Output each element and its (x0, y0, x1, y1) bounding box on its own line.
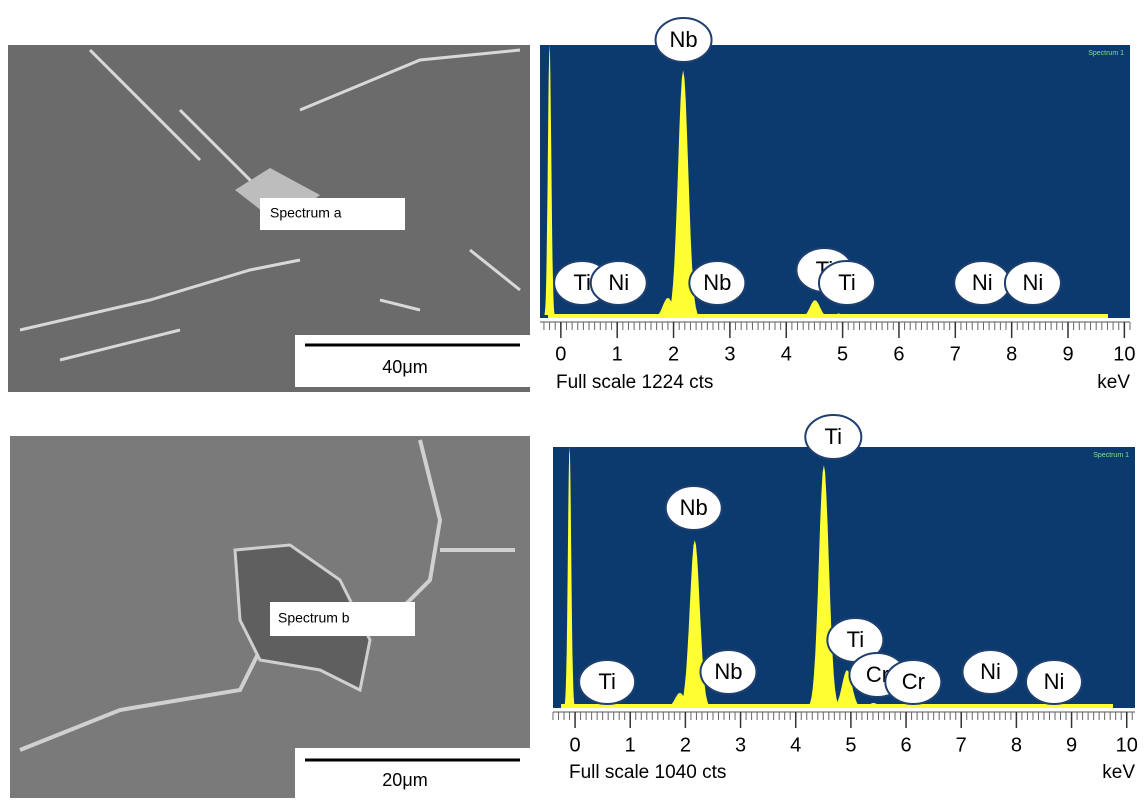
element-label: Nb (714, 659, 742, 684)
element-label: Nb (703, 270, 731, 295)
x-tick-label: 10 (1113, 343, 1135, 365)
x-tick-label: 3 (724, 343, 735, 365)
x-tick-label: 5 (837, 343, 848, 365)
spectrum-label: Spectrum a (270, 205, 342, 221)
x-tick-label: 1 (612, 343, 623, 365)
x-tick-label: 6 (893, 343, 904, 365)
x-tick-label: 6 (900, 734, 911, 756)
x-tick-label: 2 (680, 734, 691, 756)
x-tick-label: 2 (668, 343, 679, 365)
scale-bar-label: 20μm (382, 770, 427, 790)
element-label: Nb (669, 27, 697, 52)
x-axis-label: keV (1097, 372, 1130, 393)
legend: Spectrum 1 (1088, 50, 1124, 57)
x-axis-label: keV (1102, 762, 1135, 783)
x-tick-label: 4 (790, 734, 801, 756)
x-tick-label: 8 (1006, 343, 1017, 365)
element-label: Ti (825, 424, 843, 449)
x-tick-label: 5 (845, 734, 856, 756)
figure: Spectrum a 40μm Spectrum b 20μm Spectrum… (0, 0, 1146, 798)
element-label: Ti (573, 270, 591, 295)
x-tick-label: 8 (1011, 734, 1022, 756)
x-tick-label: 7 (950, 343, 961, 365)
x-tick-label: 10 (1116, 734, 1138, 756)
x-tick-label: 1 (625, 734, 636, 756)
x-tick-label: 3 (735, 734, 746, 756)
element-label: Ni (1044, 669, 1065, 694)
legend: Spectrum 1 (1093, 452, 1129, 459)
element-label: Ni (980, 659, 1001, 684)
scale-bar-label: 40μm (382, 357, 427, 377)
element-label: Cr (902, 669, 925, 694)
full-scale-label: Full scale 1224 cts (556, 372, 713, 393)
spectrum-label: Spectrum b (278, 610, 350, 626)
x-tick-label: 9 (1062, 343, 1073, 365)
element-label: Nb (680, 495, 708, 520)
x-tick-label: 4 (781, 343, 792, 365)
element-label: Ti (838, 270, 856, 295)
element-label: Ni (608, 270, 629, 295)
x-tick-label: 0 (555, 343, 566, 365)
sem-image-b: Spectrum b 20μm (10, 436, 530, 798)
element-label: Ti (598, 669, 616, 694)
x-tick-label: 0 (570, 734, 581, 756)
element-label: Ni (972, 270, 993, 295)
x-tick-label: 9 (1066, 734, 1077, 756)
element-label: Ti (847, 627, 865, 652)
element-label: Ni (1023, 270, 1044, 295)
x-tick-label: 7 (956, 734, 967, 756)
sem-image-a: Spectrum a 40μm (8, 45, 530, 392)
full-scale-label: Full scale 1040 cts (569, 762, 726, 783)
